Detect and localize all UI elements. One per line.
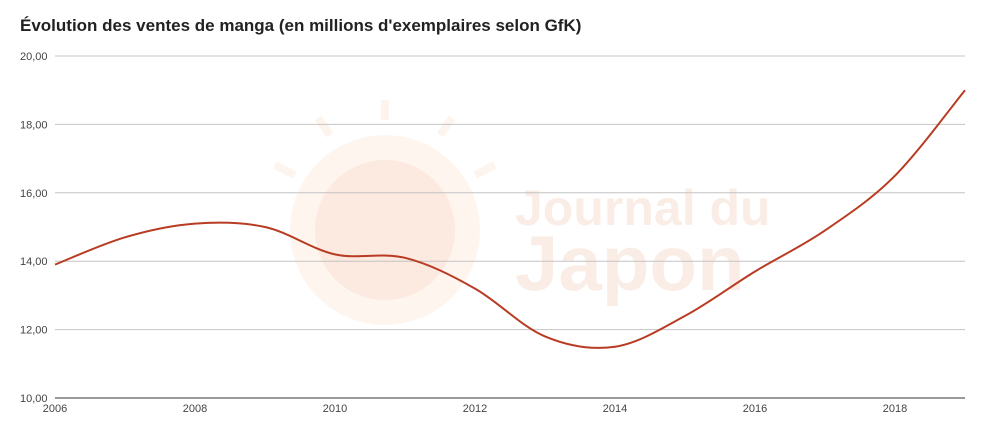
x-tick-label: 2018 <box>883 403 907 415</box>
watermark-line-1: Journal du <box>515 180 771 236</box>
watermark: Journal du Japon <box>273 100 771 325</box>
rising-sun-logo-icon <box>273 100 497 325</box>
series-line <box>54 89 966 349</box>
x-tick-label: 2016 <box>743 403 767 415</box>
y-tick-label: 10,00 <box>20 393 48 405</box>
x-tick-label: 2008 <box>183 403 207 415</box>
y-tick-label: 12,00 <box>20 325 48 337</box>
y-axis: 10,00 12,00 14,00 16,00 18,00 20,00 <box>20 51 48 405</box>
y-tick-label: 20,00 <box>20 51 48 63</box>
series <box>54 89 966 349</box>
y-tick-label: 16,00 <box>20 188 48 200</box>
x-tick-label: 2014 <box>603 403 627 415</box>
x-tick-label: 2012 <box>463 403 487 415</box>
y-tick-label: 14,00 <box>20 256 48 268</box>
x-axis: 2006 2008 2010 2012 2014 2016 2018 <box>43 403 907 415</box>
x-tick-label: 2010 <box>323 403 347 415</box>
x-tick-label: 2006 <box>43 403 67 415</box>
grid <box>55 55 965 399</box>
watermark-line-2: Japon <box>515 219 745 307</box>
y-tick-label: 18,00 <box>20 119 48 131</box>
chart-title: Évolution des ventes de manga (en millio… <box>20 16 582 35</box>
